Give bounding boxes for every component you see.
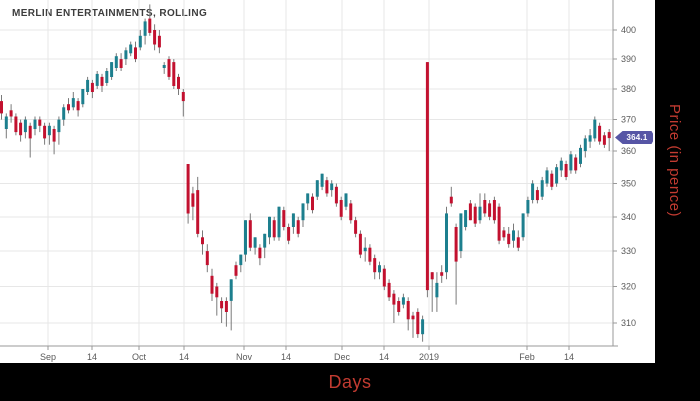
y-axis-title: Price (in pence) xyxy=(666,104,683,218)
svg-text:Oct: Oct xyxy=(132,352,147,362)
svg-text:400: 400 xyxy=(621,25,636,35)
y-axis-title-bar: Price (in pence) xyxy=(655,0,700,401)
svg-text:14: 14 xyxy=(87,352,97,362)
candlestick-plot: 400 390 380 370 360 350 340 330 320 310 Sep 14 Oct 14… xyxy=(0,0,636,362)
svg-text:370: 370 xyxy=(621,115,636,125)
svg-text:390: 390 xyxy=(621,54,636,64)
chart-title: MERLIN ENTERTAINMENTS, ROLLING xyxy=(12,8,208,19)
svg-text:2019: 2019 xyxy=(419,352,439,362)
svg-text:14: 14 xyxy=(564,352,574,362)
svg-text:360: 360 xyxy=(621,146,636,156)
svg-text:320: 320 xyxy=(621,282,636,292)
svg-text:350: 350 xyxy=(621,179,636,189)
svg-text:310: 310 xyxy=(621,318,636,328)
svg-text:330: 330 xyxy=(621,246,636,256)
svg-text:14: 14 xyxy=(179,352,189,362)
svg-text:Nov: Nov xyxy=(236,352,253,362)
svg-text:Sep: Sep xyxy=(40,352,56,362)
svg-text:340: 340 xyxy=(621,212,636,222)
x-axis-title: Days xyxy=(328,371,372,392)
svg-text:Dec: Dec xyxy=(334,352,351,362)
svg-text:Feb: Feb xyxy=(519,352,535,362)
svg-text:14: 14 xyxy=(281,352,291,362)
x-axis-title-bar: Days xyxy=(0,363,700,401)
candlestick-chart: MERLIN ENTERTAINMENTS, ROLLING 400 390 380… xyxy=(0,0,653,362)
svg-text:14: 14 xyxy=(379,352,389,362)
svg-text:380: 380 xyxy=(621,84,636,94)
last-price-badge: 364.1 xyxy=(615,131,653,144)
